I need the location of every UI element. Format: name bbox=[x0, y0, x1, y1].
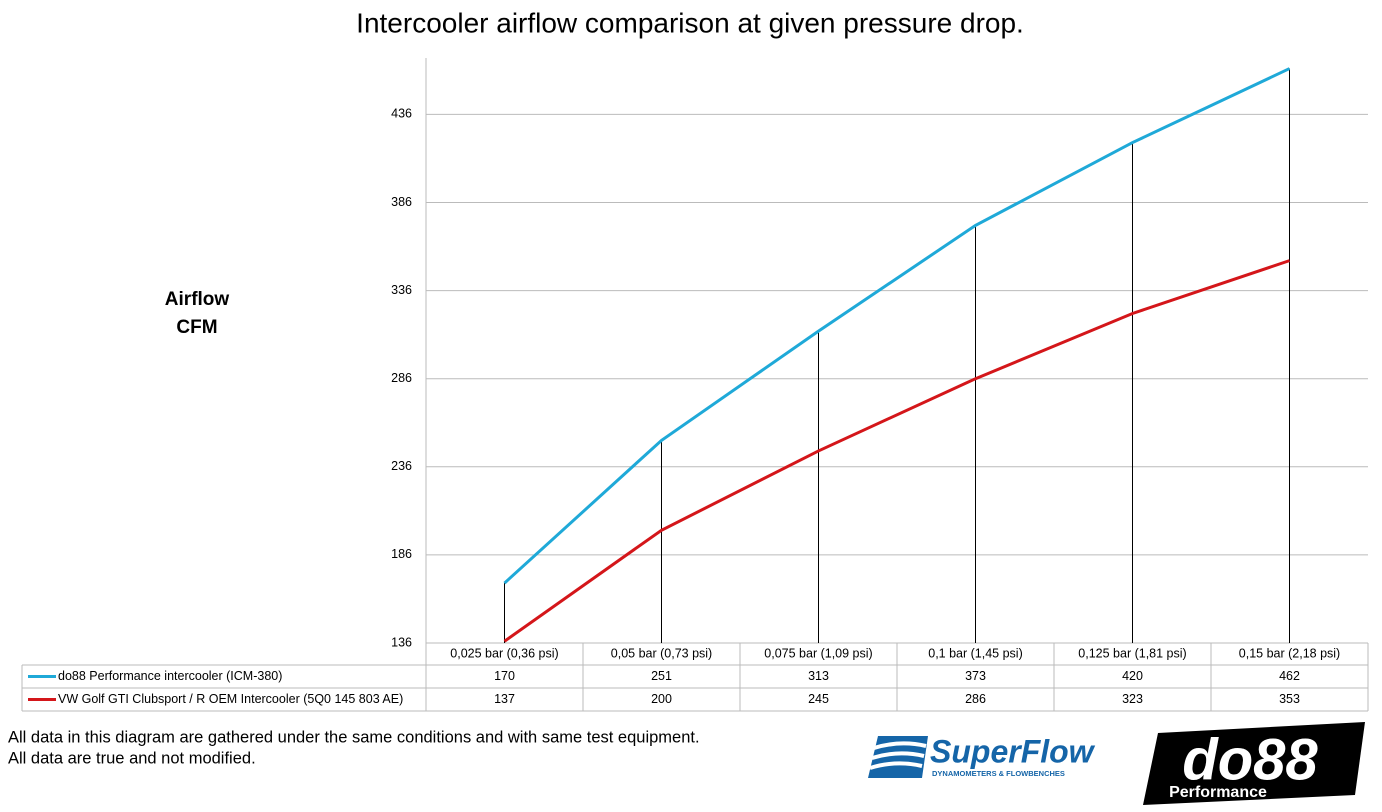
logo-text: SuperFlow bbox=[930, 733, 1096, 769]
y-tick-label: 186 bbox=[391, 547, 412, 561]
data-table-value: 420 bbox=[1122, 669, 1143, 683]
y-tick-label: 386 bbox=[391, 195, 412, 209]
data-table-value: 353 bbox=[1279, 692, 1300, 706]
data-table-value: 245 bbox=[808, 692, 829, 706]
data-table-value: 462 bbox=[1279, 669, 1300, 683]
footer-note: All data are true and not modified. bbox=[8, 749, 256, 767]
y-tick-label: 286 bbox=[391, 371, 412, 385]
data-table-value: 373 bbox=[965, 669, 986, 683]
footer-note: All data in this diagram are gathered un… bbox=[8, 728, 700, 746]
legend-label: VW Golf GTI Clubsport / R OEM Intercoole… bbox=[58, 692, 403, 706]
legend-label: do88 Performance intercooler (ICM-380) bbox=[58, 669, 282, 683]
data-table-value: 313 bbox=[808, 669, 829, 683]
y-tick-label: 136 bbox=[391, 635, 412, 649]
logo-text: do88 bbox=[1182, 727, 1318, 792]
logo-text: Performance bbox=[1169, 784, 1267, 801]
data-table-value: 137 bbox=[494, 692, 515, 706]
series-line bbox=[503, 67, 1291, 585]
y-tick-label: 336 bbox=[391, 283, 412, 297]
x-tick-label: 0,15 bar (2,18 psi) bbox=[1239, 646, 1340, 660]
y-tick-label: 436 bbox=[391, 107, 412, 121]
data-table-value: 251 bbox=[651, 669, 672, 683]
logo-text: DYNAMOMETERS & FLOWBENCHES bbox=[932, 769, 1065, 778]
do88-logo: do88 Performance bbox=[1143, 722, 1365, 805]
x-tick-label: 0,025 bar (0,36 psi) bbox=[450, 646, 558, 660]
x-tick-label: 0,1 bar (1,45 psi) bbox=[928, 646, 1023, 660]
data-table-value: 170 bbox=[494, 669, 515, 683]
x-tick-label: 0,075 bar (1,09 psi) bbox=[764, 646, 872, 660]
data-table-value: 286 bbox=[965, 692, 986, 706]
x-tick-label: 0,125 bar (1,81 psi) bbox=[1078, 646, 1186, 660]
y-axis-label: Airflow bbox=[165, 289, 230, 310]
y-axis-label: CFM bbox=[176, 317, 217, 338]
data-table-value: 200 bbox=[651, 692, 672, 706]
data-table-value: 323 bbox=[1122, 692, 1143, 706]
chart-title: Intercooler airflow comparison at given … bbox=[356, 7, 1024, 38]
series-line bbox=[503, 259, 1290, 643]
y-tick-label: 236 bbox=[391, 459, 412, 473]
x-tick-label: 0,05 bar (0,73 psi) bbox=[611, 646, 712, 660]
superflow-logo: SuperFlow DYNAMOMETERS & FLOWBENCHES bbox=[868, 733, 1096, 778]
